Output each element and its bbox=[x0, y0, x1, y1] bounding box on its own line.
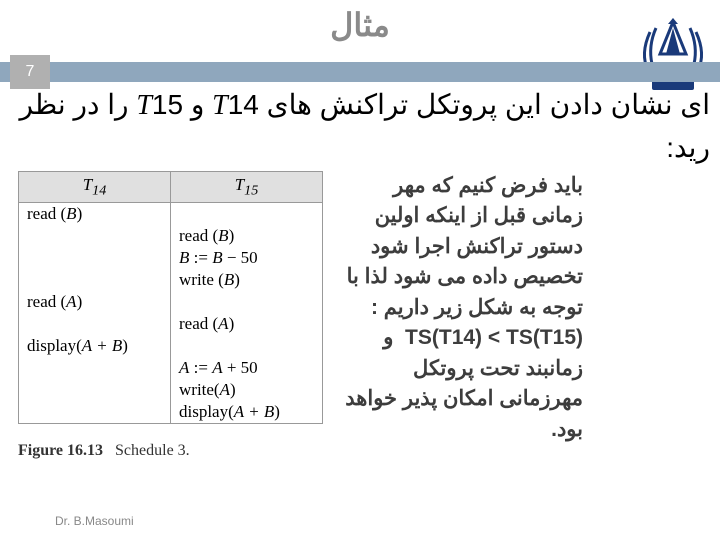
explanation-text: باید فرض کنیم که مهر زمانی قبل از اینکه … bbox=[343, 171, 583, 445]
content-row: T14 T15 read (B)read (B)B := B − 50write… bbox=[18, 171, 700, 460]
table-cell bbox=[19, 357, 171, 379]
table-cell bbox=[19, 401, 171, 424]
schedule-table: T14 T15 read (B)read (B)B := B − 50write… bbox=[18, 171, 323, 424]
table-cell: read (A) bbox=[171, 313, 323, 335]
table-cell bbox=[19, 247, 171, 269]
table-cell: display(A + B) bbox=[19, 335, 171, 357]
figure-caption: Figure 16.13 Schedule 3. bbox=[18, 442, 323, 460]
footer-author: Dr. B.Masoumi bbox=[55, 514, 134, 528]
table-cell bbox=[171, 291, 323, 313]
table-cell bbox=[19, 269, 171, 291]
table-cell: A := A + 50 bbox=[171, 357, 323, 379]
table-cell: display(A + B) bbox=[171, 401, 323, 424]
table-cell: read (B) bbox=[171, 225, 323, 247]
col-t15: T15 bbox=[171, 172, 323, 203]
table-cell bbox=[171, 335, 323, 357]
table-cell bbox=[19, 225, 171, 247]
main-heading: ای نشان دادن این پروتکل تراکنش های T14 و… bbox=[10, 84, 710, 169]
table-cell bbox=[19, 313, 171, 335]
table-cell bbox=[19, 379, 171, 401]
table-cell bbox=[171, 203, 323, 226]
table-cell: write(A) bbox=[171, 379, 323, 401]
slide-title: مثال bbox=[0, 6, 720, 44]
table-cell: read (B) bbox=[19, 203, 171, 226]
table-cell: B := B − 50 bbox=[171, 247, 323, 269]
university-logo bbox=[638, 14, 708, 104]
title-bar: 7 bbox=[0, 62, 720, 82]
page-number: 7 bbox=[10, 55, 50, 89]
table-cell: write (B) bbox=[171, 269, 323, 291]
figure-block: T14 T15 read (B)read (B)B := B − 50write… bbox=[18, 171, 323, 460]
table-cell: read (A) bbox=[19, 291, 171, 313]
col-t14: T14 bbox=[19, 172, 171, 203]
